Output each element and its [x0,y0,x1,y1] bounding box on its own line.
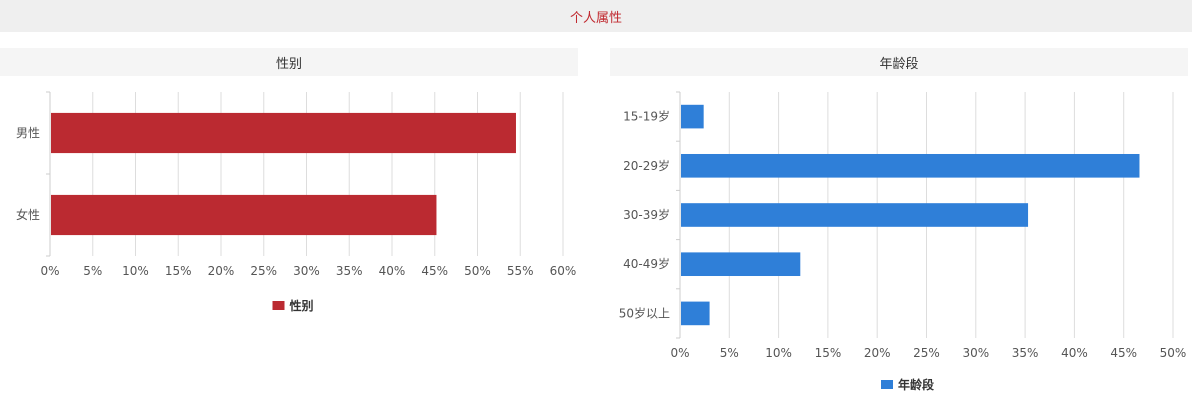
page-title: 个人属性 [569,10,622,26]
gender-x-tick-label: 0% [40,264,59,278]
age-panel-header: 年龄段 [610,48,1188,76]
age-category-label: 40-49岁 [623,256,670,271]
gender-chart-title: 性别 [275,56,302,72]
age-x-tick-label: 35% [1012,346,1039,360]
age-x-tick-label: 30% [962,346,989,360]
age-x-tick-label: 45% [1110,346,1137,360]
age-x-tick-label: 10% [765,346,792,360]
age-x-tick-label: 40% [1061,346,1088,360]
age-x-tick-label: 50% [1160,346,1187,360]
gender-legend-label[interactable]: 性别 [289,298,314,313]
age-x-tick-label: 20% [864,346,891,360]
age-bar[interactable] [681,301,710,326]
age-bar[interactable] [681,153,1140,178]
gender-x-tick-label: 55% [507,264,534,278]
age-x-tick-label: 5% [720,346,739,360]
age-chart-title: 年龄段 [879,56,919,72]
gender-x-tick-label: 60% [550,264,577,278]
age-legend-swatch[interactable] [881,380,893,389]
gender-x-tick-label: 25% [250,264,277,278]
gender-panel: 性别 男性女性 0% 5% 10% 15% 20% 25% 30% 35% 40% 45% 50% 55… [0,48,578,415]
gender-legend-swatch[interactable] [272,301,285,310]
gender-x-tick-label: 40% [379,264,406,278]
age-x-tick-label: 0% [670,346,689,360]
page-title-bar: 个人属性 [0,0,1192,32]
gender-panel-header: 性别 [0,48,578,76]
gender-category-label: 男性 [16,126,40,140]
age-x-tick-label: 15% [815,346,842,360]
age-bar[interactable] [681,104,704,129]
age-bar[interactable] [681,203,1029,227]
gender-bar[interactable] [51,194,437,236]
gender-x-tick-label: 35% [336,264,363,278]
gender-x-tick-label: 50% [464,264,491,278]
gender-x-tick-label: 20% [208,264,235,278]
age-category-label: 30-39岁 [623,207,670,222]
age-legend-label[interactable]: 年龄段 [898,377,935,392]
gender-x-tick-label: 45% [421,264,448,278]
gender-x-tick-label: 15% [165,264,192,278]
gender-category-label: 女性 [16,207,40,222]
gender-x-tick-label: 5% [83,264,102,278]
gender-x-tick-label: 30% [293,264,320,278]
age-category-label: 20-29岁 [623,158,670,173]
age-bar[interactable] [681,252,801,277]
gender-x-tick-label: 10% [122,264,149,278]
gender-bar[interactable] [51,112,516,154]
age-x-tick-label: 25% [913,346,940,360]
age-chart: 15-19岁 20-29岁 30-39岁 40-49岁 50岁以上 0% 5% 10% 15% 2… [619,91,1187,392]
age-panel: 年龄段 15-19岁 20-29岁 30-39岁 40-49岁 50岁以上 0% 5% 10%… [610,48,1188,415]
age-category-label: 50岁以上 [619,305,670,320]
age-category-label: 15-19岁 [623,109,670,124]
